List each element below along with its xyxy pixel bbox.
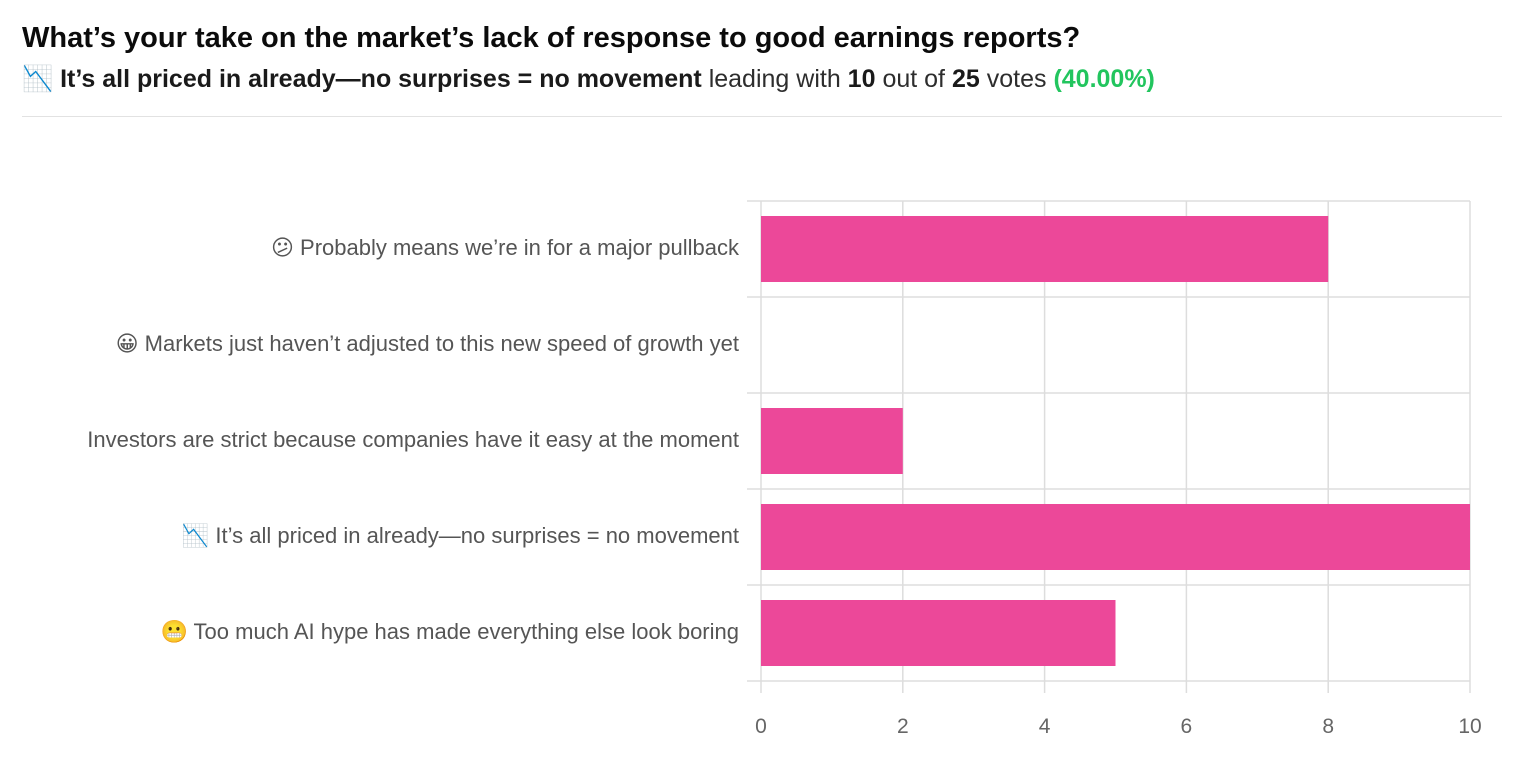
category-label: 📉 It’s all priced in already—no surprise… xyxy=(182,523,739,548)
bar xyxy=(761,504,1470,570)
category-label: Investors are strict because companies h… xyxy=(87,427,739,452)
chart-x-ticks: 0 2 4 6 8 10 xyxy=(755,715,1482,738)
poll-question: What’s your take on the market’s lack of… xyxy=(22,22,1081,54)
x-tick-label: 4 xyxy=(1039,715,1051,738)
x-tick-label: 6 xyxy=(1181,715,1193,738)
total-votes: 25 xyxy=(951,65,980,93)
bar xyxy=(761,216,1329,282)
bar xyxy=(761,408,903,474)
header-divider xyxy=(22,116,1502,117)
chart-category-labels: 😕 Probably means we’re in for a major pu… xyxy=(87,235,740,644)
poll-header: What’s your take on the market’s lack of… xyxy=(22,18,1502,98)
category-label: 😬 Too much AI hype has made everything e… xyxy=(160,619,739,644)
x-tick-label: 10 xyxy=(1458,715,1481,738)
category-label: 😕 Probably means we’re in for a major pu… xyxy=(271,235,740,260)
chart-bars xyxy=(761,216,1470,666)
x-tick-label: 2 xyxy=(897,715,909,738)
leading-with-text: leading with xyxy=(708,65,841,93)
leader-label: It’s all priced in already—no surprises … xyxy=(60,65,702,93)
bar xyxy=(761,600,1116,666)
votes-text: votes xyxy=(986,65,1047,93)
category-label: 😀 Markets just haven’t adjusted to this … xyxy=(116,331,739,356)
leader-votes: 10 xyxy=(847,65,876,93)
x-tick-label: 0 xyxy=(755,715,767,738)
x-tick-label: 8 xyxy=(1322,715,1334,738)
leader-icon: 📉 xyxy=(22,65,54,93)
out-of-text: out of xyxy=(882,65,945,93)
leader-percent: (40.00%) xyxy=(1053,65,1155,93)
poll-leader-summary: 📉 It’s all priced in already—no surprise… xyxy=(22,60,1502,98)
